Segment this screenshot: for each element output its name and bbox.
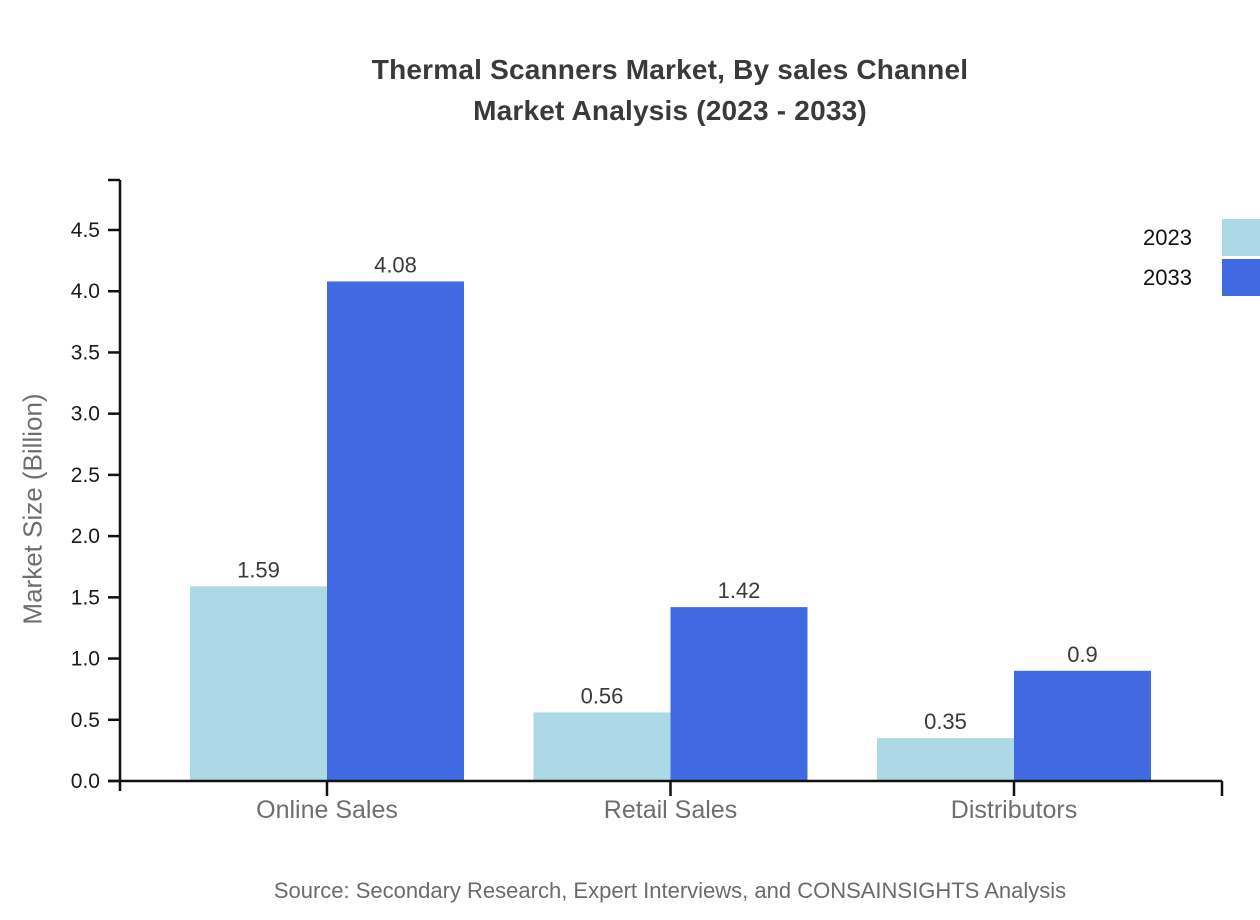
y-tick-label-1.0: 1.0 <box>71 648 100 671</box>
legend: 2023 2033 <box>1143 219 1260 296</box>
category-label-online-sales: Online Sales <box>256 796 398 824</box>
bar-2033-distributors <box>1014 670 1151 781</box>
y-tick-label-4.5: 4.5 <box>71 219 100 242</box>
legend-label-2033: 2033 <box>1143 264 1192 290</box>
value-label-2033-retail-sales: 1.42 <box>718 578 761 603</box>
legend-item-2033: 2033 <box>1143 259 1260 296</box>
y-tick-label-4.0: 4.0 <box>71 280 100 303</box>
y-tick-label-0.0: 0.0 <box>71 770 100 793</box>
value-label-2023-retail-sales: 0.56 <box>581 683 624 708</box>
bar-2033-retail-sales <box>670 607 808 781</box>
category-label-retail-sales: Retail Sales <box>604 796 737 824</box>
y-tick-label-2.5: 2.5 <box>71 464 100 487</box>
y-tick-label-3.5: 3.5 <box>71 341 100 364</box>
chart-title-line2: Market Analysis (2023 - 2033) <box>473 95 867 126</box>
chart-title-line1: Thermal Scanners Market, By sales Channe… <box>371 54 969 85</box>
bar-2023-online-sales <box>190 586 327 781</box>
bar-2023-distributors <box>877 738 1014 781</box>
y-tick-label-0.5: 0.5 <box>71 709 100 732</box>
value-label-2033-online-sales: 4.08 <box>374 252 417 277</box>
bar-2033-online-sales <box>327 281 464 781</box>
legend-item-2023: 2023 <box>1143 219 1260 256</box>
bar-2023-retail-sales <box>533 712 671 781</box>
legend-swatch-2023 <box>1222 219 1260 256</box>
y-tick-label-1.5: 1.5 <box>71 586 100 609</box>
category-label-distributors: Distributors <box>951 796 1077 824</box>
value-label-2023-online-sales: 1.59 <box>237 557 280 582</box>
value-label-2033-distributors: 0.9 <box>1067 642 1098 667</box>
legend-swatch-2033 <box>1222 259 1260 296</box>
y-tick-label-2.0: 2.0 <box>71 525 100 548</box>
source-note: Source: Secondary Research, Expert Inter… <box>273 878 1067 903</box>
chart-title: Thermal Scanners Market, By sales Channe… <box>80 49 1260 131</box>
y-tick-label-3.0: 3.0 <box>71 403 100 426</box>
legend-label-2023: 2023 <box>1143 224 1192 250</box>
value-label-2023-distributors: 0.35 <box>924 709 967 734</box>
